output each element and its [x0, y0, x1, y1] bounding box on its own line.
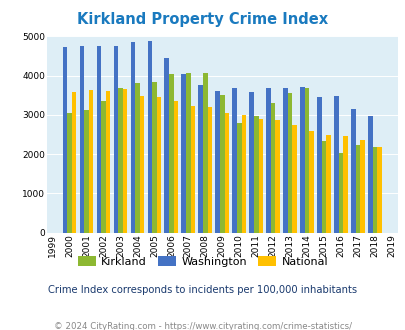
Bar [275, 120, 279, 233]
Bar [152, 82, 156, 233]
Bar [79, 46, 84, 233]
Bar [168, 74, 173, 233]
Bar [270, 103, 275, 233]
Bar [215, 91, 220, 233]
Bar [350, 109, 355, 233]
Bar [292, 125, 296, 233]
Bar [181, 74, 185, 233]
Bar [96, 46, 101, 233]
Bar [372, 147, 376, 233]
Bar [139, 96, 144, 233]
Bar [164, 57, 168, 233]
Text: Kirkland Property Crime Index: Kirkland Property Crime Index [77, 12, 328, 26]
Bar [237, 123, 241, 233]
Bar [202, 73, 207, 233]
Bar [287, 93, 292, 233]
Bar [130, 42, 135, 233]
Bar [67, 113, 72, 233]
Bar [300, 87, 304, 233]
Text: Crime Index corresponds to incidents per 100,000 inhabitants: Crime Index corresponds to incidents per… [48, 285, 357, 295]
Bar [321, 141, 326, 233]
Bar [185, 73, 190, 233]
Bar [376, 147, 381, 233]
Bar [338, 153, 343, 233]
Bar [101, 101, 106, 233]
Bar [173, 102, 178, 233]
Bar [367, 116, 372, 233]
Bar [304, 88, 309, 233]
Bar [198, 85, 202, 233]
Bar [355, 145, 360, 233]
Bar [241, 115, 245, 233]
Bar [156, 97, 161, 233]
Bar [326, 135, 330, 233]
Bar [309, 131, 313, 233]
Bar [360, 140, 364, 233]
Bar [135, 83, 139, 233]
Bar [190, 106, 195, 233]
Bar [84, 110, 89, 233]
Legend: Kirkland, Washington, National: Kirkland, Washington, National [73, 251, 332, 271]
Bar [207, 107, 212, 233]
Text: © 2024 CityRating.com - https://www.cityrating.com/crime-statistics/: © 2024 CityRating.com - https://www.city… [54, 322, 351, 330]
Bar [72, 92, 76, 233]
Bar [220, 95, 224, 233]
Bar [224, 113, 228, 233]
Bar [249, 92, 253, 233]
Bar [258, 119, 262, 233]
Bar [89, 90, 93, 233]
Bar [122, 88, 127, 233]
Bar [62, 47, 67, 233]
Bar [106, 91, 110, 233]
Bar [232, 88, 237, 233]
Bar [333, 96, 338, 233]
Bar [283, 88, 287, 233]
Bar [316, 97, 321, 233]
Bar [253, 116, 258, 233]
Bar [266, 88, 270, 233]
Bar [343, 136, 347, 233]
Bar [118, 88, 122, 233]
Bar [113, 46, 118, 233]
Bar [147, 41, 152, 233]
